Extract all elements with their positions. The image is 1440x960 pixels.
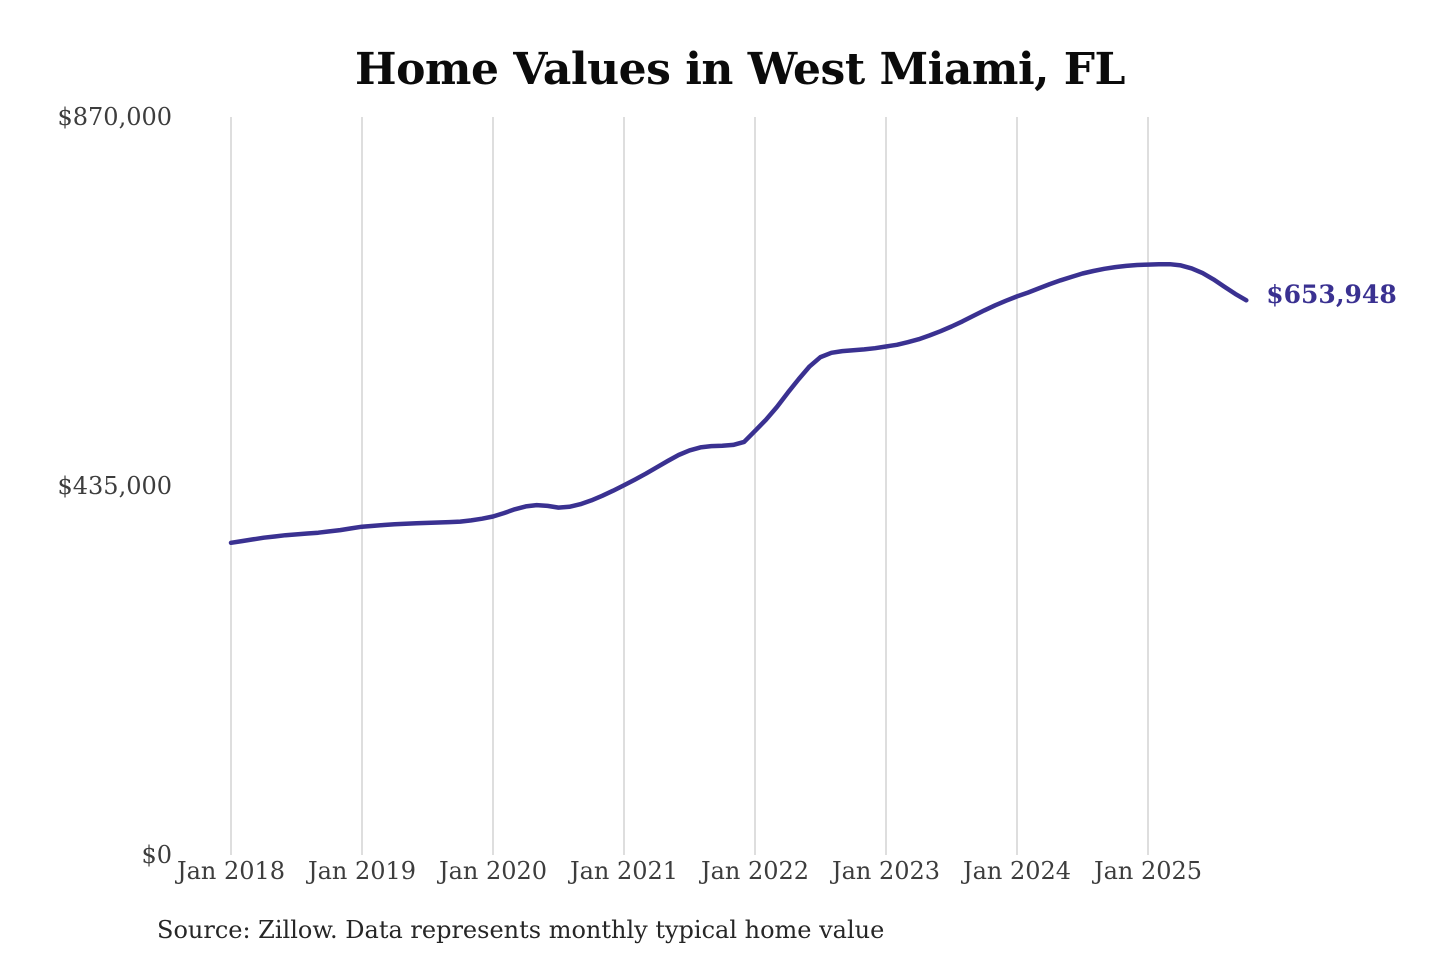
gridlines-group: [230, 117, 1149, 855]
y-tick-label: $870,000: [57, 103, 172, 131]
x-tick-label: Jan 2018: [176, 857, 286, 885]
current-value-label: $653,948: [1266, 280, 1397, 310]
home-value-line: [228, 261, 1249, 546]
x-tick-label: Jan 2021: [569, 857, 679, 885]
source-note: Source: Zillow. Data represents monthly …: [157, 916, 885, 944]
x-tick-label: Jan 2022: [700, 857, 810, 885]
x-tick-label: Jan 2019: [307, 857, 417, 885]
x-tick-label: Jan 2023: [831, 857, 941, 885]
x-tick-label: Jan 2025: [1093, 857, 1203, 885]
chart-title: Home Values in West Miami, FL: [355, 44, 1125, 95]
y-tick-label: $435,000: [57, 472, 172, 500]
x-tick-label: Jan 2020: [438, 857, 548, 885]
y-tick-label: $0: [141, 841, 172, 869]
x-tick-label: Jan 2024: [962, 857, 1072, 885]
